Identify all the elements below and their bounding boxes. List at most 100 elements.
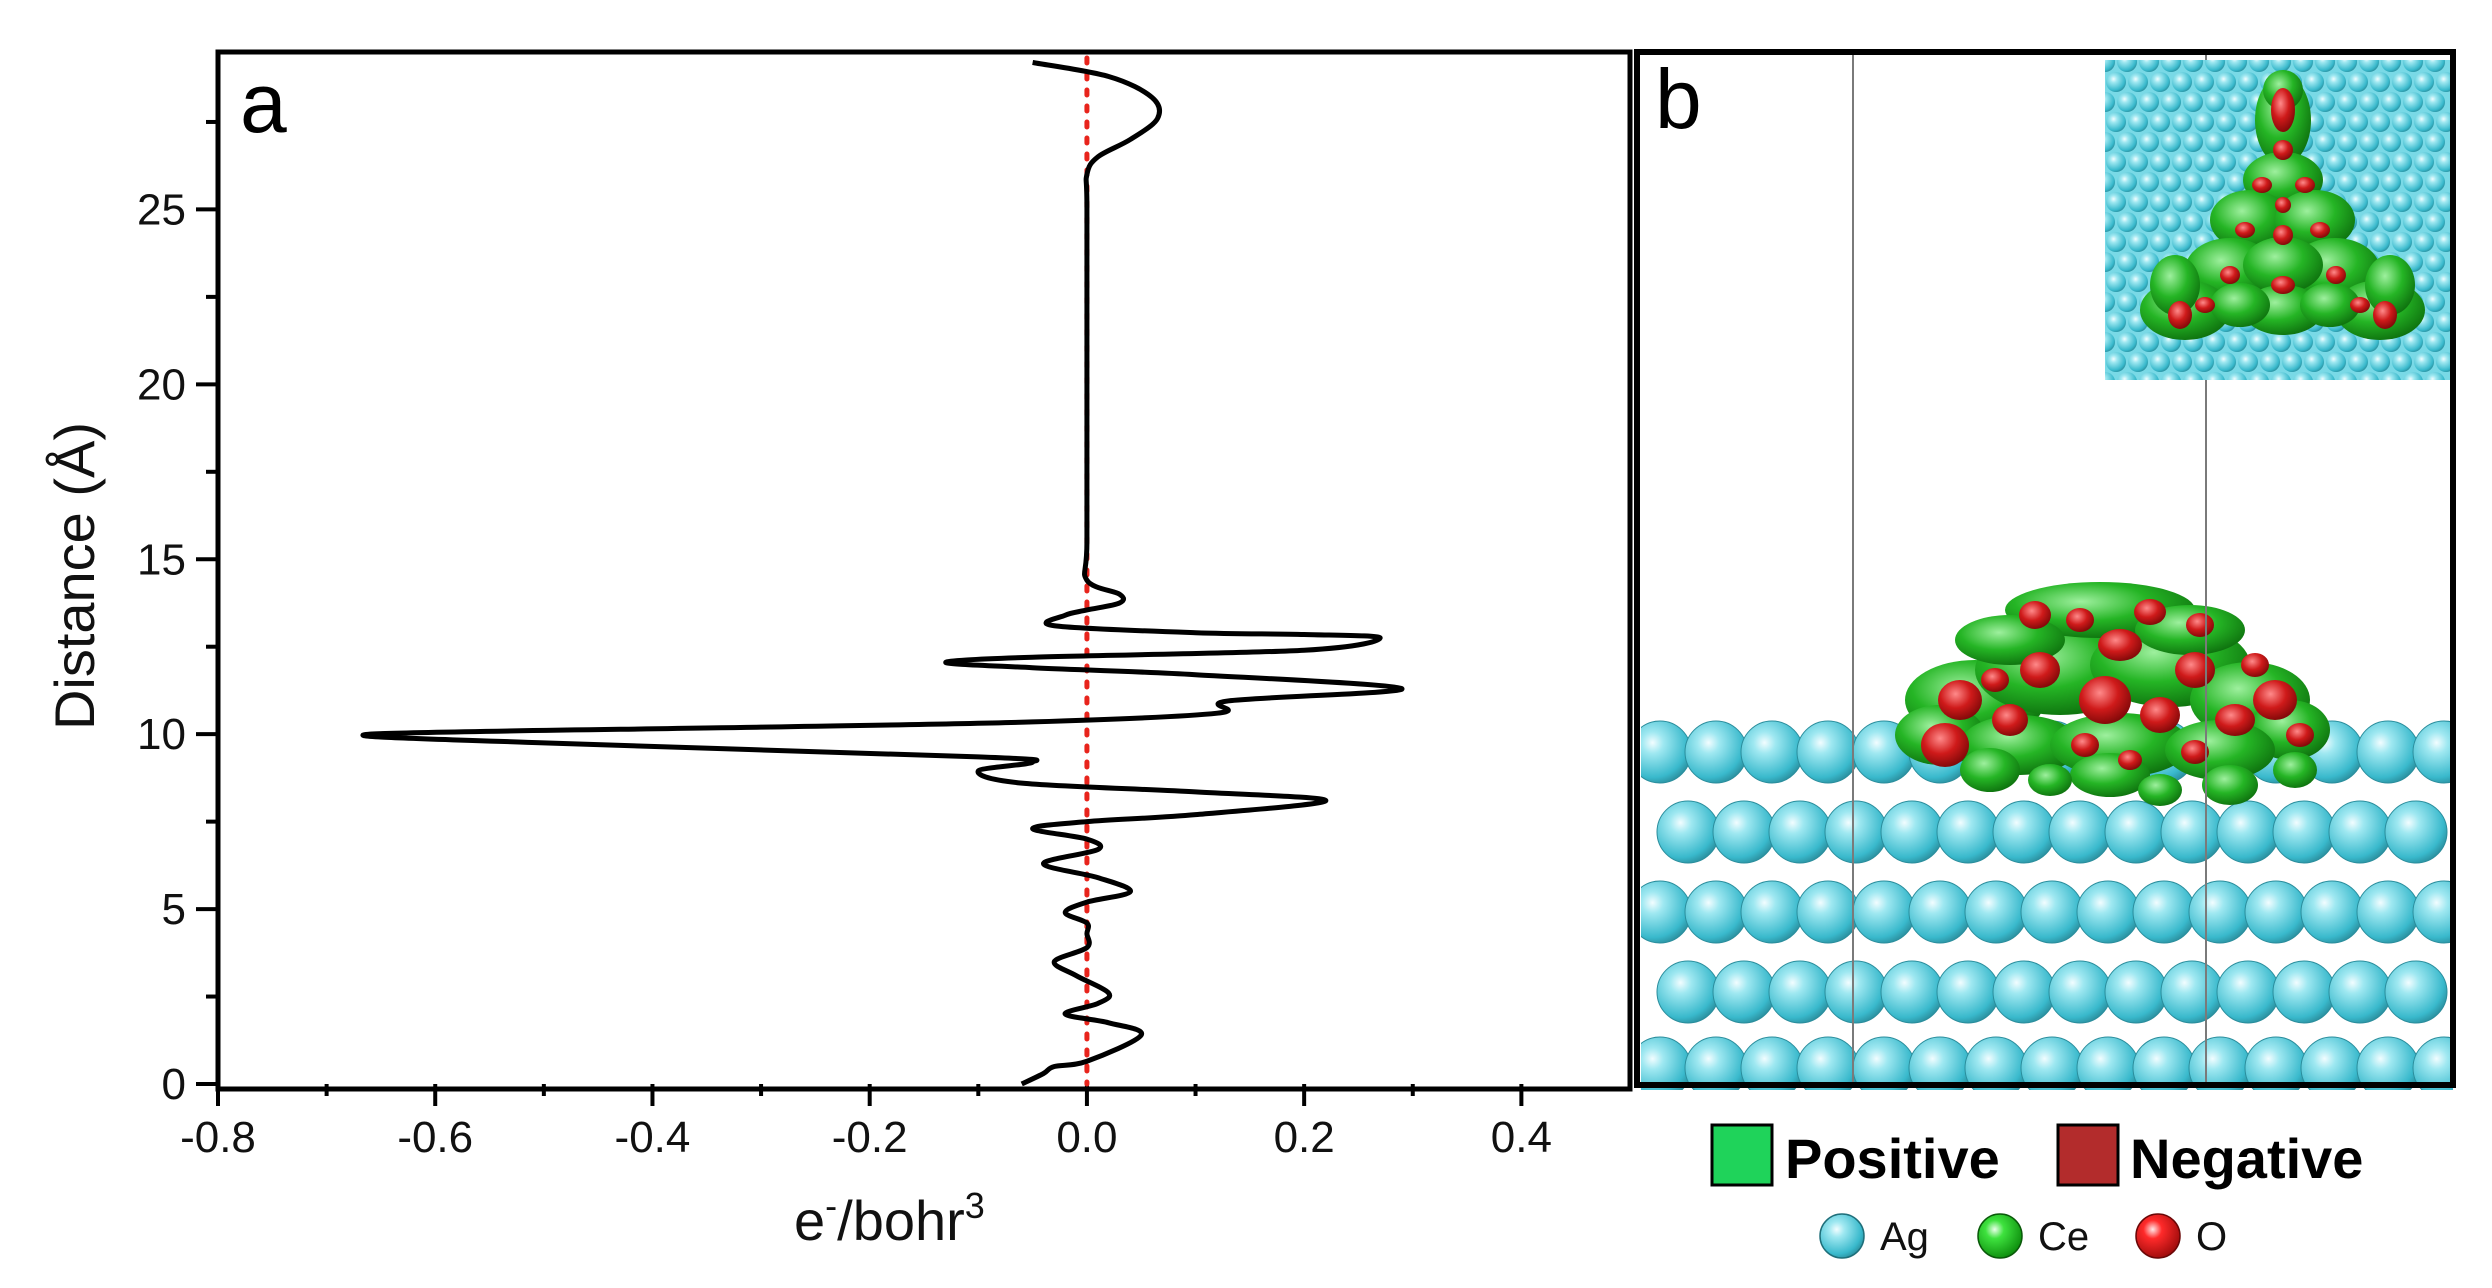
inset-ag-atom bbox=[2172, 112, 2192, 132]
inset-ag-atom bbox=[2370, 72, 2390, 92]
negative-lobe bbox=[2241, 653, 2269, 677]
inset-ag-atom bbox=[2436, 112, 2450, 132]
inset-ag-atom bbox=[2293, 60, 2313, 72]
inset-ag-atom bbox=[2381, 212, 2401, 232]
ag-atom bbox=[2188, 1036, 2252, 1090]
ag-atom bbox=[1824, 960, 1888, 1024]
inset-ag-atom bbox=[2425, 172, 2445, 192]
inset-negative-lobe bbox=[2252, 177, 2272, 193]
inset-ag-atom bbox=[2128, 352, 2148, 372]
inset-ag-atom bbox=[2315, 132, 2335, 152]
negative-lobe bbox=[2118, 750, 2142, 770]
inset-ag-atom bbox=[2117, 212, 2137, 232]
inset-ag-atom bbox=[2337, 132, 2357, 152]
inset-ag-atom bbox=[2282, 352, 2302, 372]
inset-ag-atom bbox=[2414, 272, 2434, 292]
inset-ag-atom bbox=[2139, 60, 2159, 72]
ag-atom bbox=[1880, 800, 1944, 864]
ag-atom bbox=[1712, 800, 1776, 864]
positive-lobe bbox=[2028, 764, 2072, 796]
ag-atom bbox=[1712, 960, 1776, 1024]
inset-ag-atom bbox=[2238, 72, 2258, 92]
ag-atom bbox=[1740, 1036, 1804, 1090]
inset-ag-atom bbox=[2227, 92, 2247, 112]
inset-ag-atom bbox=[2150, 192, 2170, 212]
ag-atom bbox=[1852, 880, 1916, 944]
positive-lobe bbox=[2165, 720, 2275, 780]
inset-ag-atom bbox=[2227, 60, 2247, 72]
x-tick-label: -0.8 bbox=[180, 1113, 256, 1162]
inset-ag-atom bbox=[2370, 112, 2390, 132]
inset-ag-atom bbox=[2227, 332, 2247, 352]
inset-ag-atom bbox=[2117, 132, 2137, 152]
ag-atom bbox=[2048, 960, 2112, 1024]
inset-ag-atom bbox=[2117, 332, 2137, 352]
inset-ag-atom bbox=[2337, 332, 2357, 352]
inset-ag-atom bbox=[2139, 92, 2159, 112]
y-tick-label: 5 bbox=[162, 885, 186, 934]
ag-atom bbox=[1908, 1036, 1972, 1090]
ag-atom bbox=[1684, 1036, 1748, 1090]
ce-atom-icon bbox=[1977, 1213, 2023, 1259]
x-tick-label: 0.2 bbox=[1274, 1113, 1335, 1162]
inset-ag-atom bbox=[2425, 92, 2445, 112]
inset-ag-atom bbox=[2392, 232, 2412, 252]
inset-ag-atom bbox=[2183, 132, 2203, 152]
inset-negative-lobe bbox=[2271, 276, 2295, 294]
negative-lobe bbox=[2181, 740, 2209, 764]
ag-atom bbox=[2300, 1036, 2364, 1090]
inset-ag-atom bbox=[2105, 60, 2115, 72]
inset-ag-atom bbox=[2150, 352, 2170, 372]
ag-atom bbox=[2244, 1036, 2308, 1090]
inset-ag-atom bbox=[2370, 192, 2390, 212]
inset-ag-atom bbox=[2436, 352, 2450, 372]
plot-frame bbox=[215, 49, 1633, 1092]
positive-swatch bbox=[1710, 1123, 1774, 1187]
inset-ag-atom bbox=[2106, 272, 2126, 292]
ag-atom bbox=[2076, 880, 2140, 944]
molecule-charge-density bbox=[1895, 582, 2330, 806]
negative-lobe bbox=[2286, 723, 2314, 747]
inset-ag-atom bbox=[2161, 132, 2181, 152]
inset-negative-lobe bbox=[2220, 266, 2240, 284]
ag-atom bbox=[2272, 800, 2336, 864]
inset-ag-atom bbox=[2348, 152, 2368, 172]
inset-ag-atom bbox=[2370, 152, 2390, 172]
inset-negative-lobe bbox=[2235, 222, 2255, 238]
inset-ag-atom bbox=[2348, 72, 2368, 92]
negative-lobe bbox=[2253, 680, 2297, 720]
inset-ag-atom bbox=[2425, 132, 2445, 152]
ag-atom bbox=[2300, 880, 2364, 944]
inset-ag-atom bbox=[2359, 92, 2379, 112]
inset-ag-atom bbox=[2150, 72, 2170, 92]
inset-ag-atom bbox=[2105, 212, 2115, 232]
ag-atom bbox=[2160, 960, 2224, 1024]
inset-ag-atom bbox=[2392, 72, 2412, 92]
inset-ag-atom bbox=[2337, 92, 2357, 112]
ag-atom bbox=[2104, 960, 2168, 1024]
inset-ag-atom bbox=[2139, 172, 2159, 192]
inset-ag-atom bbox=[2348, 352, 2368, 372]
inset-ag-atom bbox=[2414, 352, 2434, 372]
negative-lobe bbox=[1921, 723, 1969, 767]
inset-ag-atom bbox=[2238, 352, 2258, 372]
inset-negative-lobe bbox=[2271, 88, 2295, 132]
inset-ag-atom bbox=[2425, 332, 2445, 352]
inset-ag-atom bbox=[2326, 152, 2346, 172]
inset-ag-atom bbox=[2128, 152, 2148, 172]
inset-ag-atom bbox=[2106, 152, 2126, 172]
panel-a: -0.8 -0.6 -0.4 -0.2 0.0 0.2 0.4 0 5 10 15 20 25 a e… bbox=[43, 49, 1633, 1252]
negative-lobe bbox=[1981, 668, 2009, 692]
panel-label-a: a bbox=[240, 56, 287, 150]
x-tick-label: -0.2 bbox=[832, 1113, 908, 1162]
y-axis-ticks: 0 5 10 15 20 25 bbox=[137, 119, 218, 1109]
ag-atom bbox=[1768, 960, 1832, 1024]
x-tick-label: -0.4 bbox=[615, 1113, 691, 1162]
inset-ag-atom bbox=[2238, 112, 2258, 132]
ag-atom bbox=[1936, 800, 2000, 864]
inset-ag-atom bbox=[2414, 152, 2434, 172]
inset-ag-atom bbox=[2315, 372, 2335, 380]
ag-label: Ag bbox=[1880, 1215, 1929, 1259]
inset-ag-atom bbox=[2436, 232, 2450, 252]
negative-swatch bbox=[2056, 1123, 2120, 1187]
